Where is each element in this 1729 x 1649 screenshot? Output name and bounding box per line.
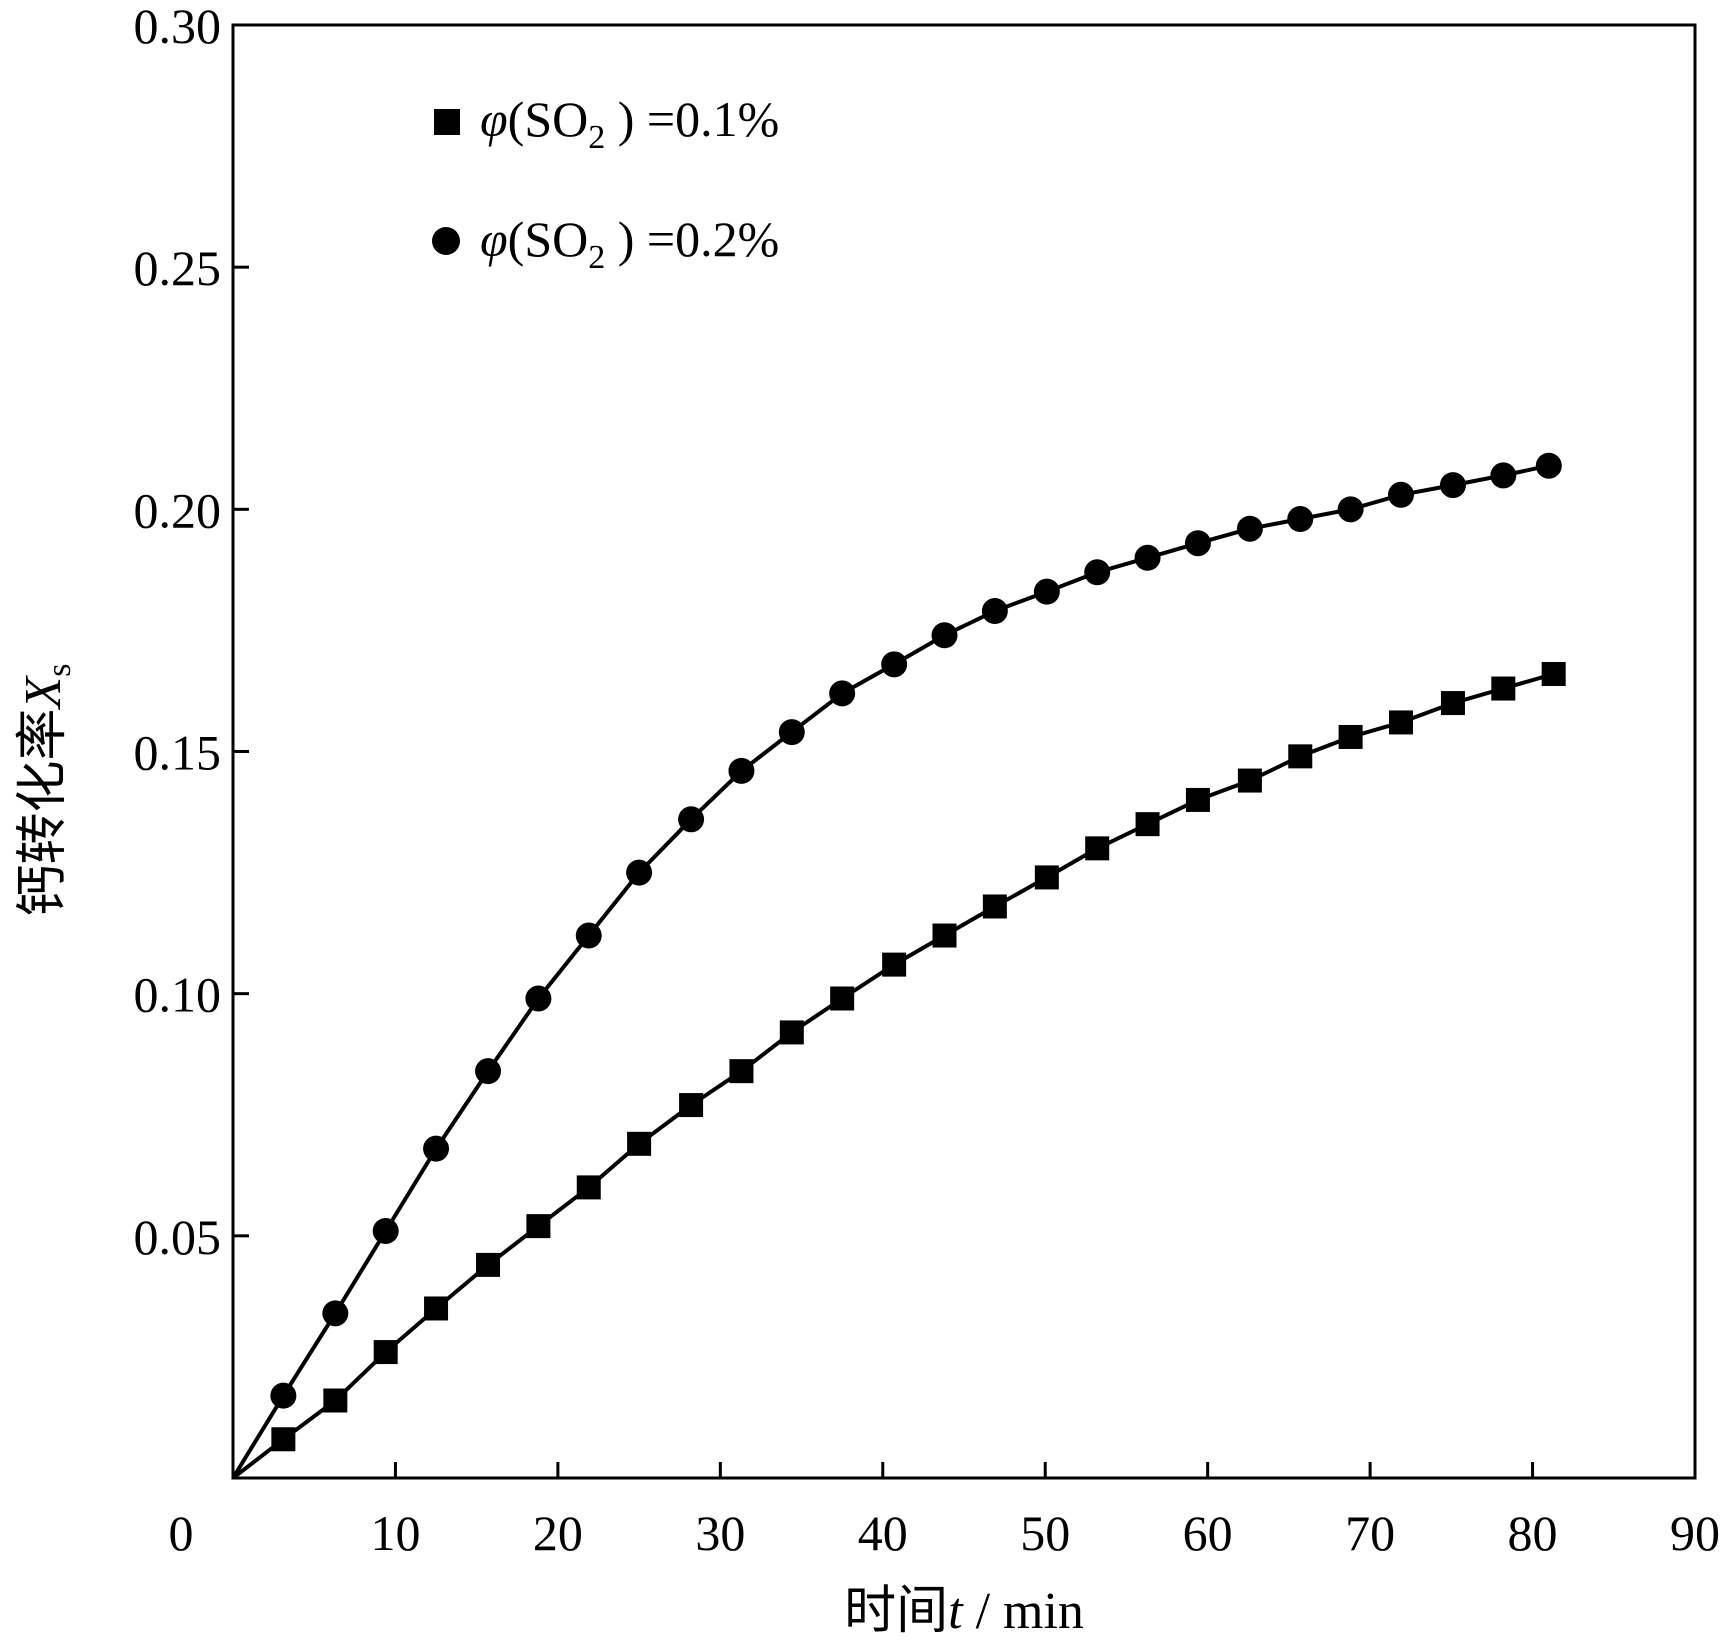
x-axis-title-unit: / min: [963, 1583, 1084, 1640]
data-point-square: [729, 1059, 754, 1084]
data-point-square: [1185, 787, 1210, 812]
series-line-1: [231, 672, 1555, 1480]
data-point-square: [323, 1388, 348, 1413]
data-point-circle: [372, 1217, 399, 1244]
data-point-square: [373, 1340, 398, 1365]
y-axis-title: 钙转化率Xs: [13, 663, 78, 916]
y-tick-label: 0.15: [134, 725, 222, 781]
x-tick-label: 0: [169, 1505, 194, 1561]
data-point-circle: [575, 922, 602, 949]
y-axis-title-cjk: 钙转化率: [13, 708, 73, 916]
x-tick-label: 40: [858, 1505, 908, 1561]
data-point-square: [1085, 836, 1110, 861]
data-point-circle: [678, 806, 705, 833]
data-point-circle: [1535, 452, 1562, 479]
x-tick-label: 50: [1020, 1505, 1070, 1561]
x-tick-label: 90: [1670, 1505, 1720, 1561]
data-point-square: [882, 952, 907, 977]
data-point-square: [271, 1427, 296, 1452]
legend-marker-circle: [432, 227, 460, 255]
legend-phi-1: φ: [480, 91, 508, 147]
data-point-square: [1541, 662, 1566, 687]
data-point-square: [1338, 724, 1363, 749]
data-point-square: [576, 1175, 601, 1200]
data-point-circle: [1236, 515, 1263, 542]
legend-close-1: ) =0.1%: [605, 91, 779, 147]
x-tick-label: 80: [1508, 1505, 1558, 1561]
y-axis-title-sub: s: [41, 663, 78, 676]
legend-label-series-2: φ(SO2 ) =0.2%: [480, 211, 779, 276]
data-point-square: [779, 1020, 804, 1045]
data-point-square: [1135, 812, 1160, 837]
y-tick-label: 0.10: [134, 967, 222, 1023]
data-point-circle: [270, 1382, 297, 1409]
legend-sub-1: 2: [588, 119, 605, 156]
data-point-square: [627, 1131, 652, 1156]
x-tick-label: 60: [1183, 1505, 1233, 1561]
series-markers: [270, 452, 1566, 1452]
data-point-circle: [931, 622, 958, 649]
legend: φ(SO2 ) =0.1% φ(SO2 ) =0.2%: [432, 91, 779, 276]
legend-marker-square: [434, 109, 460, 135]
data-point-square: [1288, 744, 1313, 769]
data-point-circle: [881, 651, 908, 678]
data-point-circle: [1287, 506, 1314, 533]
y-tick-label: 0.25: [134, 240, 222, 296]
data-point-circle: [322, 1300, 349, 1327]
data-point-circle: [1184, 530, 1211, 557]
data-point-circle: [626, 859, 653, 886]
data-point-square: [1034, 865, 1059, 890]
x-tick-label: 10: [370, 1505, 420, 1561]
data-point-circle: [1337, 496, 1364, 523]
data-point-circle: [525, 985, 552, 1012]
y-tick-labels: 0.05 0.10 0.15 0.20 0.25 0.30: [134, 0, 222, 1265]
data-point-circle: [1387, 481, 1414, 508]
data-point-circle: [728, 757, 755, 784]
data-point-square: [932, 923, 957, 948]
legend-sub-2: 2: [588, 239, 605, 276]
x-axis-title-var: t: [948, 1583, 964, 1640]
x-tick-label: 20: [533, 1505, 583, 1561]
data-point-square: [1237, 768, 1262, 793]
data-point-circle: [1134, 544, 1161, 571]
data-point-square: [424, 1296, 449, 1321]
data-point-circle: [981, 598, 1008, 625]
legend-open-1: (SO: [508, 91, 589, 147]
data-point-circle: [1033, 578, 1060, 605]
y-tick-label: 0.05: [134, 1209, 222, 1265]
data-point-square: [526, 1214, 551, 1239]
y-tick-label: 0.30: [134, 0, 222, 54]
legend-open-2: (SO: [508, 211, 589, 267]
data-point-square: [1491, 676, 1516, 701]
x-axis-title-cjk: 时间: [844, 1581, 948, 1641]
data-point-circle: [829, 680, 856, 707]
data-point-square: [982, 894, 1007, 919]
x-tick-labels: 0 10 20 30 40 50 60 70 80 90: [169, 1505, 1721, 1561]
data-point-square: [1440, 691, 1465, 716]
data-point-circle: [475, 1058, 502, 1085]
legend-phi-2: φ: [480, 211, 508, 267]
data-point-circle: [1490, 462, 1517, 489]
x-tick-label: 30: [695, 1505, 745, 1561]
legend-label-series-1: φ(SO2 ) =0.1%: [480, 91, 779, 156]
x-tick-label: 70: [1345, 1505, 1395, 1561]
data-point-circle: [778, 719, 805, 746]
legend-close-2: ) =0.2%: [605, 211, 779, 267]
data-point-square: [1388, 710, 1413, 735]
x-axis-title: 时间t / min: [844, 1581, 1084, 1641]
y-tick-label: 0.20: [134, 482, 222, 538]
data-point-circle: [1439, 472, 1466, 499]
data-point-circle: [423, 1135, 450, 1162]
y-axis-title-var: X: [15, 674, 72, 710]
data-point-square: [476, 1252, 501, 1277]
data-point-circle: [1084, 559, 1111, 586]
data-point-square: [679, 1093, 704, 1118]
axis-ticks: [233, 265, 1535, 1478]
data-point-square: [830, 986, 855, 1011]
